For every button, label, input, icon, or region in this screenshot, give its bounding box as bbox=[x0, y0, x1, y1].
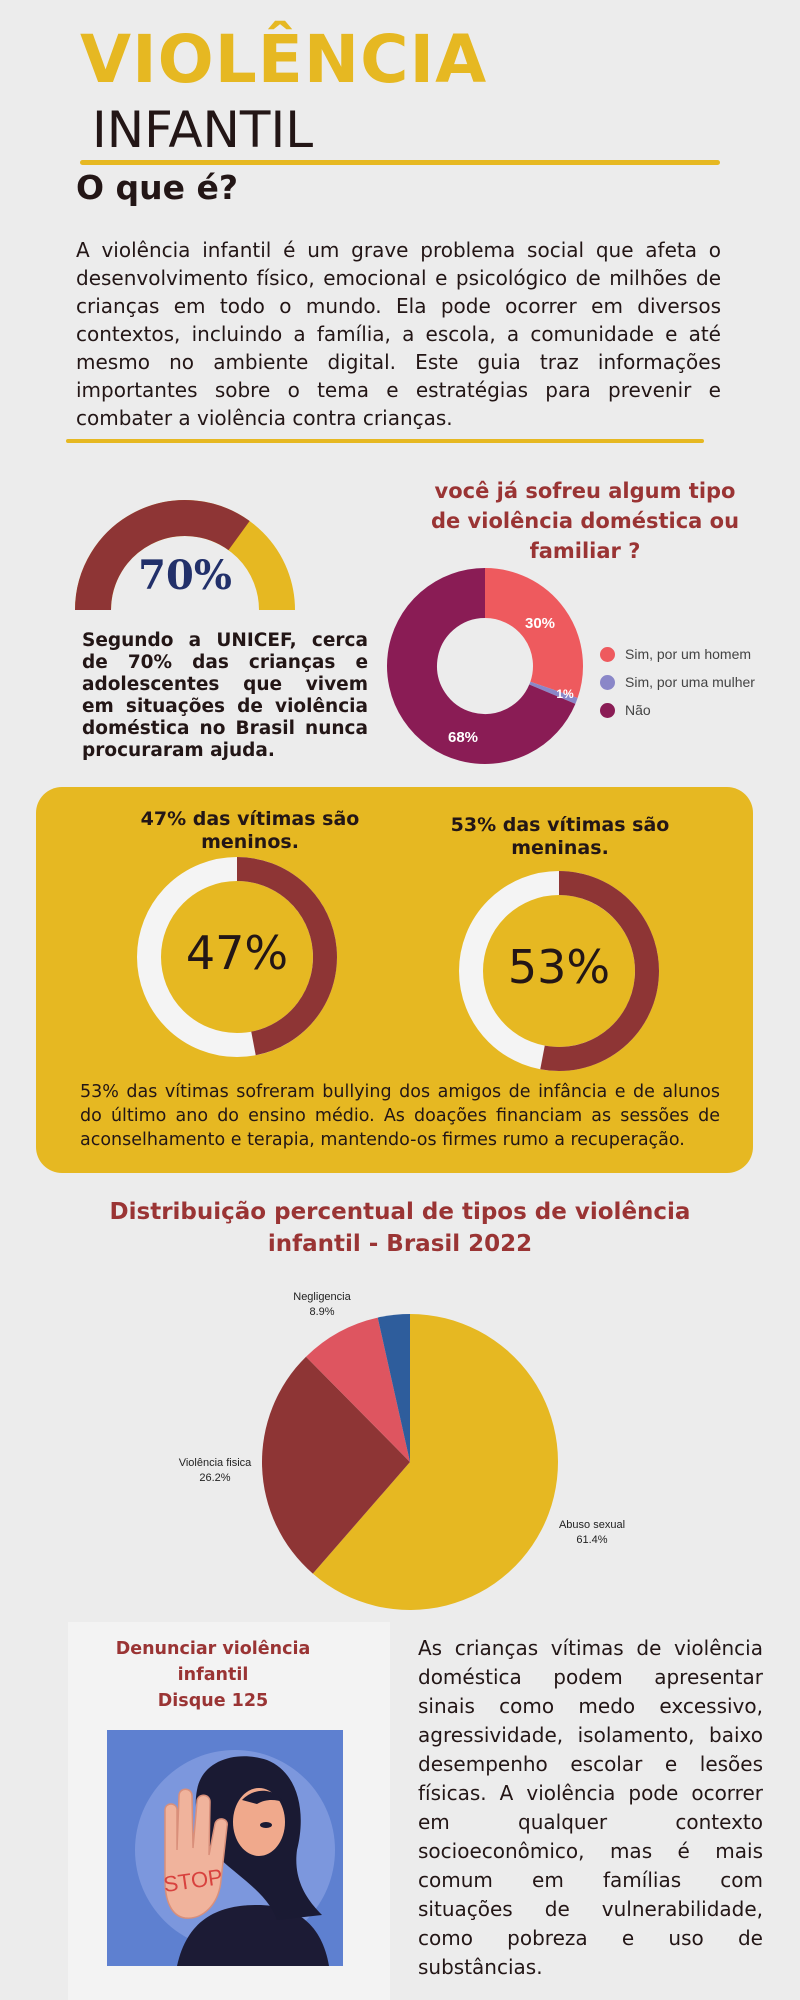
girls-ring-chart bbox=[459, 871, 659, 1071]
legend-item: Não bbox=[600, 696, 755, 724]
stop-illustration: STOP bbox=[107, 1730, 343, 1966]
pie-slice-3 bbox=[377, 1314, 410, 1462]
boys-ring-chart bbox=[137, 857, 337, 1057]
legend-label: Sim, por um homem bbox=[625, 646, 752, 662]
title-underline bbox=[80, 160, 720, 165]
girls-title: 53% das vítimas são meninas. bbox=[450, 814, 670, 859]
pie-title: Distribuição percentual de tipos de viol… bbox=[109, 1199, 691, 1257]
pie-chart bbox=[262, 1314, 558, 1610]
pie-label-name: Negligencia bbox=[293, 1291, 351, 1303]
donut-label-30: 30% bbox=[525, 615, 555, 632]
report-title-line: Denunciar violência bbox=[115, 1639, 311, 1659]
donut-label-1: 1% bbox=[556, 687, 574, 701]
report-title-line: infantil bbox=[177, 1665, 249, 1685]
donut-label-68: 68% bbox=[448, 729, 478, 746]
stop-hand-icon: STOP bbox=[135, 1750, 335, 1966]
pie-label-value: 26.2% bbox=[199, 1472, 231, 1484]
ring-value-arc bbox=[236, 857, 337, 1056]
pie-label-name: Abuso sexual bbox=[558, 1519, 626, 1531]
donut-slice-2 bbox=[387, 568, 576, 764]
report-card-title: Denunciar violência infantil Disque 125 bbox=[68, 1636, 358, 1714]
gauge-value-label: 70% bbox=[138, 552, 232, 599]
pie-label-negligencia: Negligencia 8.9% bbox=[272, 1290, 372, 1320]
gauge-value-arc bbox=[75, 500, 250, 611]
gauge-chart bbox=[75, 500, 295, 611]
intro-paragraph: A violência infantil é um grave problema… bbox=[76, 238, 721, 430]
pie-label-value: 8.9% bbox=[309, 1306, 335, 1318]
legend-label: Sim, por uma mulher bbox=[625, 674, 755, 690]
boys-value: 47% bbox=[185, 926, 289, 980]
pie-label-name: Violência fisica bbox=[178, 1457, 252, 1469]
pie-label-fisica: Violência fisica 26.2% bbox=[160, 1456, 270, 1486]
legend-dot bbox=[600, 646, 615, 662]
pie-slice-2 bbox=[306, 1317, 410, 1462]
pie-label-abuso: Abuso sexual 61.4% bbox=[542, 1518, 642, 1548]
pie-label-value: 61.4% bbox=[576, 1534, 608, 1546]
section-question: O que é? bbox=[76, 168, 239, 207]
gender-description: 53% das vítimas sofreram bullying dos am… bbox=[80, 1082, 720, 1150]
gauge-description: Segundo a UNICEF, cerca de 70% das crian… bbox=[82, 630, 368, 761]
signs-paragraph: As crianças vítimas de violência domésti… bbox=[418, 1636, 763, 1979]
donut-slice-1 bbox=[529, 681, 578, 704]
legend-item: Sim, por uma mulher bbox=[600, 668, 755, 696]
legend-item: Sim, por um homem bbox=[600, 640, 755, 668]
page-title: VIOLÊNCIA bbox=[80, 21, 488, 98]
donut-legend: Sim, por um homem Sim, por uma mulher Nã… bbox=[600, 640, 755, 724]
pie-slice-0 bbox=[312, 1314, 558, 1610]
donut-slice-0 bbox=[483, 568, 583, 699]
girls-value: 53% bbox=[507, 940, 611, 994]
legend-dot bbox=[600, 674, 615, 690]
donut-chart: 30% 1% 68% bbox=[387, 568, 583, 764]
report-hotline: Disque 125 bbox=[157, 1691, 269, 1711]
donut-title: você já sofreu algum tipo de violência d… bbox=[430, 479, 740, 563]
intro-divider bbox=[66, 439, 704, 443]
page-subtitle: INFANTIL bbox=[92, 101, 314, 159]
pie-slice-1 bbox=[262, 1356, 410, 1574]
ring-value-arc bbox=[540, 871, 659, 1071]
boys-title: 47% das vítimas são meninos. bbox=[140, 808, 360, 853]
legend-dot bbox=[600, 702, 615, 718]
legend-label: Não bbox=[625, 702, 651, 718]
